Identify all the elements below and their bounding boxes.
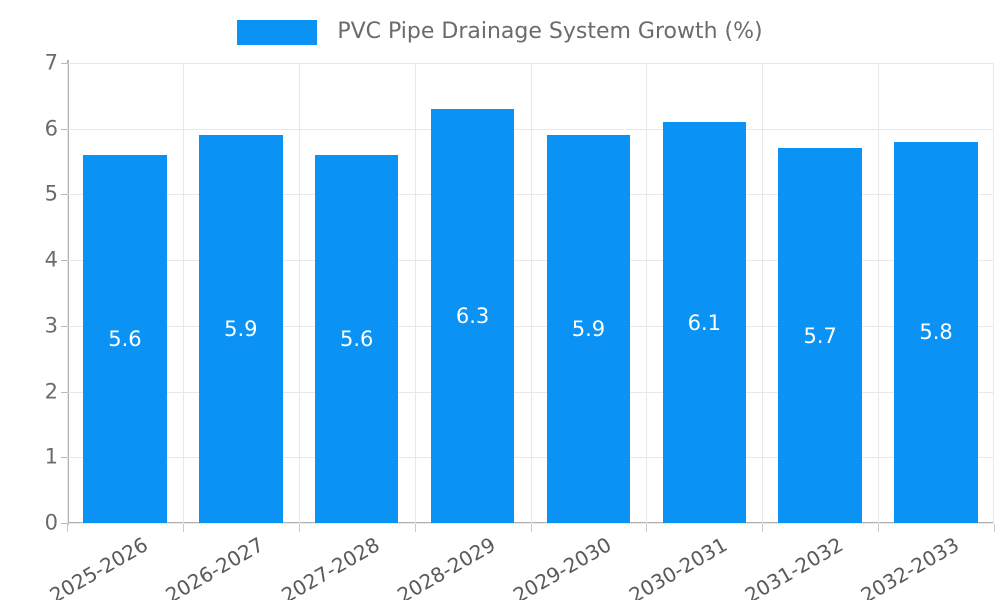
- y-axis-tick-mark: [61, 194, 68, 196]
- plot-area: 5.6 5.9 5.6 6.3 5.9 6.1 5.7 5.8: [67, 63, 994, 524]
- gridline-vertical: [67, 63, 68, 523]
- y-axis-tick-label: 3: [44, 313, 58, 338]
- y-axis-tick-mark: [61, 391, 68, 393]
- bar[interactable]: [199, 135, 283, 523]
- x-axis-tick-mark: [994, 524, 995, 532]
- legend-color-swatch: [237, 19, 318, 45]
- gridline-vertical: [298, 63, 300, 523]
- gridline-horizontal: [67, 523, 994, 524]
- y-axis-line: [67, 60, 69, 525]
- gridline-vertical: [762, 63, 764, 523]
- gridline-vertical: [414, 63, 416, 523]
- gridline-vertical: [646, 63, 648, 523]
- y-axis-tick-mark: [61, 457, 68, 459]
- x-axis-tick-mark: [878, 524, 880, 532]
- bar[interactable]: [314, 155, 399, 523]
- y-axis-tick-label: 0: [44, 510, 58, 535]
- y-axis-tick-mark: [61, 325, 68, 327]
- bar[interactable]: [83, 155, 167, 523]
- y-axis-tick-label: 7: [44, 50, 58, 75]
- x-axis-tick-mark: [414, 524, 416, 532]
- bar[interactable]: [778, 148, 862, 523]
- gridline-vertical: [993, 63, 994, 523]
- y-axis-tick-labels: 0 1 2 3 4 5 6 7: [0, 0, 58, 600]
- x-axis-tick-mark: [530, 524, 532, 532]
- gridline-vertical: [530, 63, 532, 523]
- gridline-vertical: [182, 63, 184, 523]
- x-axis-tick-mark: [182, 524, 184, 532]
- y-axis-tick-mark: [61, 63, 68, 64]
- bar[interactable]: [662, 122, 747, 523]
- x-axis-tick-mark: [298, 524, 300, 532]
- y-axis-tick-mark: [61, 128, 68, 130]
- x-axis-tick-mark: [646, 524, 648, 532]
- bar[interactable]: [546, 135, 631, 523]
- y-axis-tick-mark: [61, 260, 68, 262]
- y-axis-tick-label: 1: [44, 444, 58, 469]
- y-axis-tick-label: 6: [44, 116, 58, 141]
- bar[interactable]: [430, 109, 515, 523]
- y-axis-tick-mark: [61, 523, 68, 524]
- chart-legend: PVC Pipe Drainage System Growth (%): [0, 12, 1000, 52]
- x-axis-tick-mark: [762, 524, 764, 532]
- y-axis-tick-label: 5: [44, 181, 58, 206]
- x-axis-tick-mark: [67, 524, 68, 532]
- bar[interactable]: [894, 141, 978, 523]
- y-axis-tick-label: 2: [44, 379, 58, 404]
- legend-label: PVC Pipe Drainage System Growth (%): [337, 19, 763, 44]
- y-axis-tick-label: 4: [44, 247, 58, 272]
- gridline-vertical: [878, 63, 880, 523]
